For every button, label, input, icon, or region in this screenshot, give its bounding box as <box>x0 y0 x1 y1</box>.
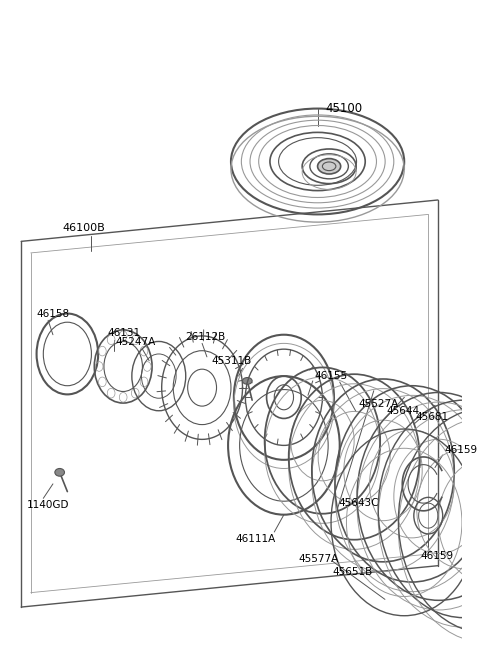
Ellipse shape <box>55 468 64 476</box>
Text: 45247A: 45247A <box>116 337 156 347</box>
Text: 45311B: 45311B <box>212 356 252 365</box>
Text: 46100B: 46100B <box>62 223 105 233</box>
Text: 45651B: 45651B <box>332 567 372 578</box>
Text: 45527A: 45527A <box>358 399 398 409</box>
Ellipse shape <box>242 377 252 384</box>
Text: 46159: 46159 <box>420 551 454 561</box>
Text: 45681: 45681 <box>416 411 449 422</box>
Text: 46159: 46159 <box>444 445 478 455</box>
Text: 45577A: 45577A <box>299 554 338 564</box>
Text: 45643C: 45643C <box>339 498 379 508</box>
Text: 45100: 45100 <box>325 102 362 115</box>
Ellipse shape <box>318 159 341 174</box>
Text: 46131: 46131 <box>108 328 141 338</box>
Text: 46111A: 46111A <box>236 534 276 544</box>
Text: 45644: 45644 <box>387 405 420 416</box>
Text: 46158: 46158 <box>36 309 70 318</box>
Text: 26112B: 26112B <box>186 331 226 342</box>
Text: 46155: 46155 <box>315 371 348 381</box>
Text: 1140GD: 1140GD <box>27 500 70 510</box>
